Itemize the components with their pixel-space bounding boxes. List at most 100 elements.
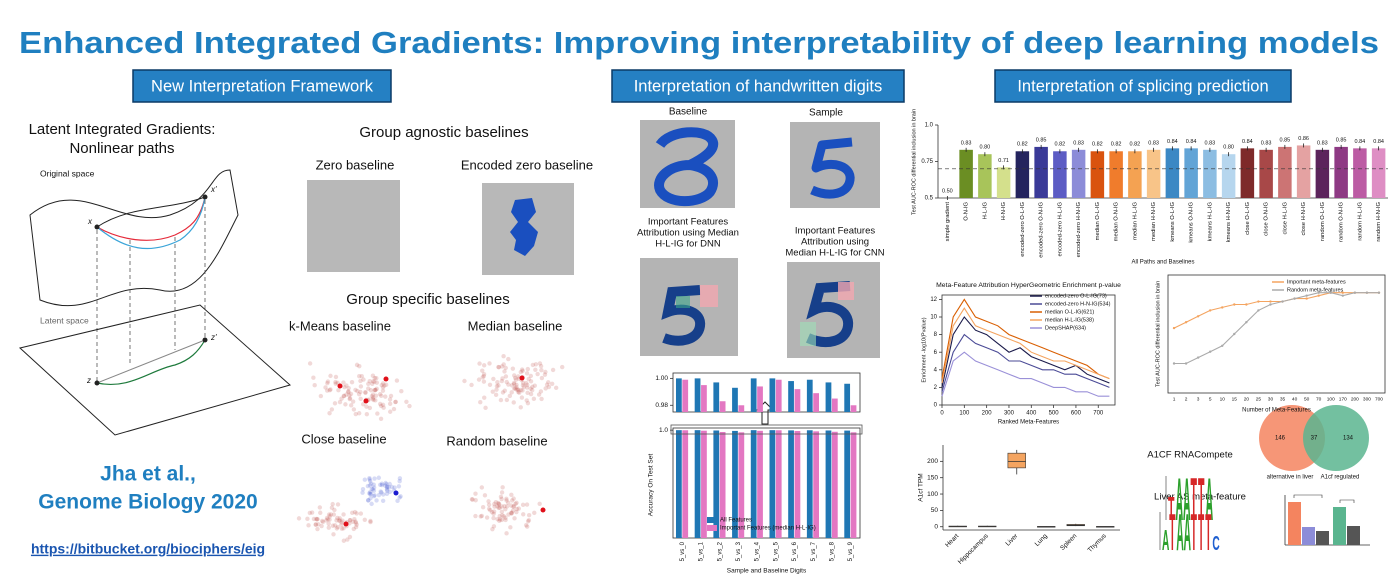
bar <box>1090 151 1105 198</box>
scatter-dot <box>348 403 354 408</box>
scatter-dot <box>366 498 371 503</box>
scatter-dot <box>373 387 378 393</box>
scatter-dot <box>486 506 492 512</box>
scatter-dot <box>361 402 366 407</box>
scatter-dot <box>368 496 373 501</box>
scatter-dot <box>504 397 510 403</box>
scatter-dot <box>335 502 341 507</box>
bar <box>813 393 820 412</box>
scatter-dot <box>372 388 377 393</box>
space-label: Original space <box>40 168 95 178</box>
scatter-dot <box>546 380 551 385</box>
scatter-dot <box>479 513 485 519</box>
scatter-dot <box>314 517 320 522</box>
repo-link[interactable]: https://bitbucket.org/biociphers/eig <box>31 541 265 557</box>
scatter-dot <box>378 403 384 409</box>
bar <box>788 430 794 538</box>
scatter-dot <box>374 386 379 392</box>
scatter-dot <box>499 517 505 523</box>
scatter-dot <box>347 517 353 523</box>
scatter-dot <box>512 381 517 387</box>
scatter-dot <box>508 525 513 530</box>
scatter-dot <box>340 518 345 523</box>
scatter-dot <box>497 517 503 522</box>
scatter-dot <box>355 388 360 394</box>
scatter-dot <box>358 396 363 401</box>
scatter-dot <box>380 388 386 393</box>
scatter-dot <box>361 377 366 382</box>
motif-letter: A <box>1176 503 1183 561</box>
scatter-dot <box>353 524 359 530</box>
scatter-dot <box>528 373 534 379</box>
scatter-dot <box>331 532 336 537</box>
scatter-dot <box>524 371 530 376</box>
value-label: 0.85 <box>1280 137 1291 143</box>
scatter-dot <box>509 510 514 515</box>
x-tick-label: 70 <box>1316 396 1322 402</box>
point <box>1305 294 1308 297</box>
x-tick-label: median H-N-IG <box>1151 202 1157 241</box>
bar <box>831 431 838 538</box>
scatter-dot <box>369 501 374 507</box>
scatter-dot <box>347 534 353 540</box>
scatter-dot <box>511 496 516 501</box>
x-tick-label: encoded-zero H-N-IG <box>1076 202 1082 258</box>
x-tick-label: 5_vs_1 <box>699 541 705 561</box>
scatter-dot <box>368 388 374 393</box>
scatter-dot <box>404 399 409 404</box>
point <box>1172 362 1176 365</box>
point-label: z <box>86 376 91 385</box>
scatter-dot <box>325 381 330 386</box>
value-label: 0.80 <box>980 145 991 151</box>
point <box>1269 300 1272 303</box>
scatter-dot <box>514 382 519 388</box>
bar <box>1278 146 1292 198</box>
scatter-dot <box>372 476 377 481</box>
panel-label: Random baseline <box>446 433 547 448</box>
section-box <box>611 69 905 103</box>
scatter-dot <box>501 514 507 519</box>
scatter-dot <box>380 381 386 386</box>
value-label: 0.83 <box>1317 140 1328 146</box>
x-tick-label: 15 <box>1232 396 1238 402</box>
bar <box>1334 146 1348 198</box>
image-caption: H-L-IG for DNN <box>655 239 721 250</box>
scatter-dot <box>376 475 382 480</box>
scatter-dot <box>482 493 488 498</box>
point-label: x <box>87 217 93 226</box>
scatter-dot <box>333 374 339 380</box>
scatter-dot <box>343 402 348 407</box>
venn-count: 134 <box>1343 436 1354 442</box>
scatter-dot <box>393 399 398 405</box>
y-tick-label: 2 <box>934 385 938 391</box>
x-tick-label: 20 <box>1244 396 1250 402</box>
scatter-dot <box>379 481 385 486</box>
scatter-dot <box>489 509 495 515</box>
scatter-dot <box>492 504 497 509</box>
scatter-dot <box>480 375 485 380</box>
scatter-dot <box>512 386 518 391</box>
scatter-dot <box>373 393 379 398</box>
x-tick-label: close H-N-IG <box>1301 202 1307 236</box>
bar <box>1071 149 1086 198</box>
y-tick-label: 4 <box>934 367 938 373</box>
scatter-dot <box>392 485 397 490</box>
scatter-dot <box>384 491 390 497</box>
scatter-dot <box>480 505 486 510</box>
point <box>1196 356 1200 359</box>
point <box>1208 350 1212 353</box>
scatter-dot <box>525 519 531 524</box>
y-tick-label: 0 <box>934 523 938 530</box>
scatter-dot <box>509 510 514 516</box>
scatter-dot <box>377 391 383 397</box>
baseline-point <box>383 376 389 382</box>
scatter-dot <box>479 485 485 490</box>
x-tick-label: Thymus <box>1087 532 1109 554</box>
scatter-dot <box>329 407 335 412</box>
scatter-dot <box>341 380 346 385</box>
value-label: 0.84 <box>1186 139 1197 145</box>
point <box>1353 291 1357 294</box>
scatter-dot <box>370 373 376 378</box>
scatter-dot <box>491 376 496 382</box>
bar <box>1184 148 1198 198</box>
